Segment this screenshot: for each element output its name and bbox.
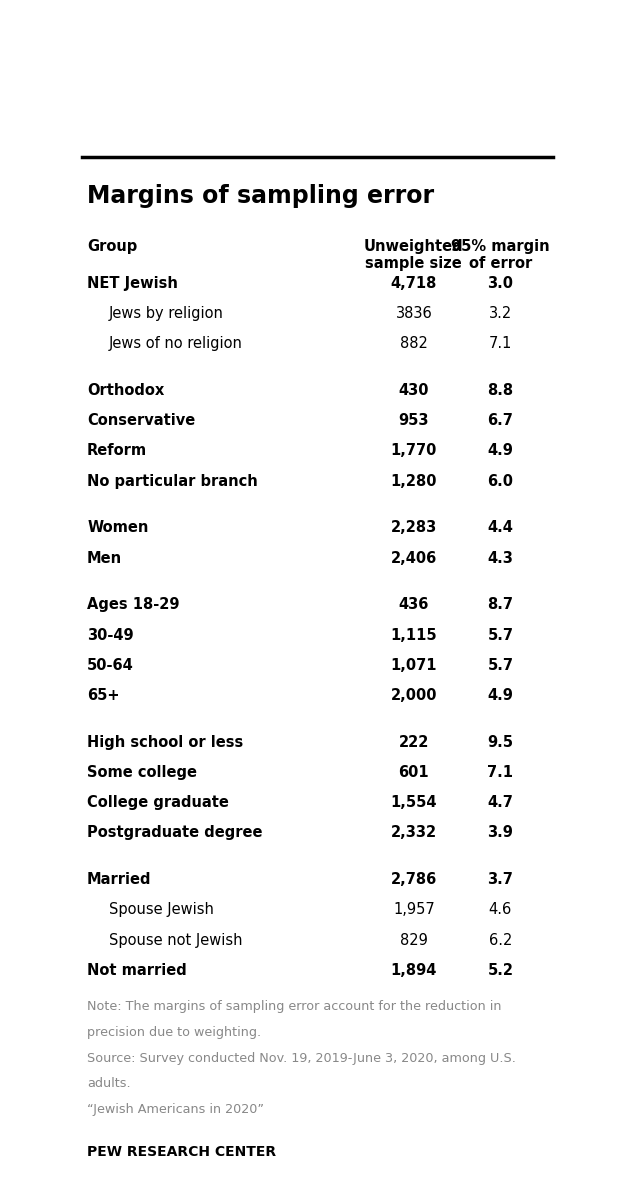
- Text: 50-64: 50-64: [87, 658, 134, 672]
- Text: 7.1: 7.1: [487, 765, 513, 779]
- Text: Orthodox: Orthodox: [87, 383, 164, 397]
- Text: 8.8: 8.8: [487, 383, 513, 397]
- Text: precision due to weighting.: precision due to weighting.: [87, 1026, 261, 1039]
- Text: 1,071: 1,071: [391, 658, 437, 672]
- Text: 430: 430: [399, 383, 429, 397]
- Text: 1,894: 1,894: [391, 963, 437, 978]
- Text: Some college: Some college: [87, 765, 197, 779]
- Text: Married: Married: [87, 872, 152, 888]
- Text: 1,957: 1,957: [393, 902, 435, 917]
- Text: 882: 882: [400, 336, 428, 351]
- Text: Source: Survey conducted Nov. 19, 2019-June 3, 2020, among U.S.: Source: Survey conducted Nov. 19, 2019-J…: [87, 1052, 516, 1065]
- Text: 65+: 65+: [87, 688, 120, 703]
- Text: Postgraduate degree: Postgraduate degree: [87, 826, 263, 840]
- Text: Spouse Jewish: Spouse Jewish: [108, 902, 214, 917]
- Text: 5.7: 5.7: [487, 658, 513, 672]
- Text: 3.9: 3.9: [487, 826, 513, 840]
- Text: 9.5: 9.5: [487, 734, 513, 750]
- Text: 436: 436: [399, 597, 429, 613]
- Text: Jews of no religion: Jews of no religion: [108, 336, 242, 351]
- Text: 4,718: 4,718: [391, 276, 437, 290]
- Text: Women: Women: [87, 520, 148, 536]
- Text: 95% margin
of error: 95% margin of error: [451, 239, 550, 271]
- Text: 3.7: 3.7: [487, 872, 513, 888]
- Text: No particular branch: No particular branch: [87, 474, 258, 489]
- Text: 4.9: 4.9: [487, 444, 513, 458]
- Text: Conservative: Conservative: [87, 413, 195, 428]
- Text: NET Jewish: NET Jewish: [87, 276, 178, 290]
- Text: 4.4: 4.4: [487, 520, 513, 536]
- Text: College graduate: College graduate: [87, 795, 229, 810]
- Text: High school or less: High school or less: [87, 734, 244, 750]
- Text: 4.7: 4.7: [487, 795, 513, 810]
- Text: Note: The margins of sampling error account for the reduction in: Note: The margins of sampling error acco…: [87, 1001, 502, 1014]
- Text: 222: 222: [399, 734, 429, 750]
- Text: 1,770: 1,770: [391, 444, 437, 458]
- Text: 4.6: 4.6: [489, 902, 512, 917]
- Text: 2,406: 2,406: [391, 551, 437, 565]
- Text: 3.2: 3.2: [489, 306, 512, 321]
- Text: 6.0: 6.0: [487, 474, 513, 489]
- Text: 5.7: 5.7: [487, 627, 513, 643]
- Text: 3836: 3836: [396, 306, 432, 321]
- Text: adults.: adults.: [87, 1077, 131, 1090]
- Text: 2,283: 2,283: [391, 520, 437, 536]
- Text: Jews by religion: Jews by religion: [108, 306, 224, 321]
- Text: 8.7: 8.7: [487, 597, 513, 613]
- Text: Spouse not Jewish: Spouse not Jewish: [108, 933, 242, 947]
- Text: 2,000: 2,000: [391, 688, 437, 703]
- Text: 2,332: 2,332: [391, 826, 437, 840]
- Text: 4.3: 4.3: [487, 551, 513, 565]
- Text: 5.2: 5.2: [487, 963, 513, 978]
- Text: Ages 18-29: Ages 18-29: [87, 597, 180, 613]
- Text: PEW RESEARCH CENTER: PEW RESEARCH CENTER: [87, 1145, 277, 1159]
- Text: 3.0: 3.0: [487, 276, 513, 290]
- Text: 2,786: 2,786: [391, 872, 437, 888]
- Text: Men: Men: [87, 551, 122, 565]
- Text: 7.1: 7.1: [489, 336, 512, 351]
- Text: Unweighted
sample size: Unweighted sample size: [364, 239, 464, 271]
- Text: 4.9: 4.9: [487, 688, 513, 703]
- Text: 601: 601: [399, 765, 429, 779]
- Text: 953: 953: [399, 413, 429, 428]
- Text: Group: Group: [87, 239, 138, 253]
- Text: 30-49: 30-49: [87, 627, 134, 643]
- Text: 6.2: 6.2: [489, 933, 512, 947]
- Text: “Jewish Americans in 2020”: “Jewish Americans in 2020”: [87, 1103, 264, 1116]
- Text: Margins of sampling error: Margins of sampling error: [87, 184, 434, 208]
- Text: 1,115: 1,115: [391, 627, 437, 643]
- Text: 1,280: 1,280: [391, 474, 437, 489]
- Text: 1,554: 1,554: [391, 795, 437, 810]
- Text: 829: 829: [400, 933, 428, 947]
- Text: 6.7: 6.7: [487, 413, 513, 428]
- Text: Reform: Reform: [87, 444, 147, 458]
- Text: Not married: Not married: [87, 963, 187, 978]
